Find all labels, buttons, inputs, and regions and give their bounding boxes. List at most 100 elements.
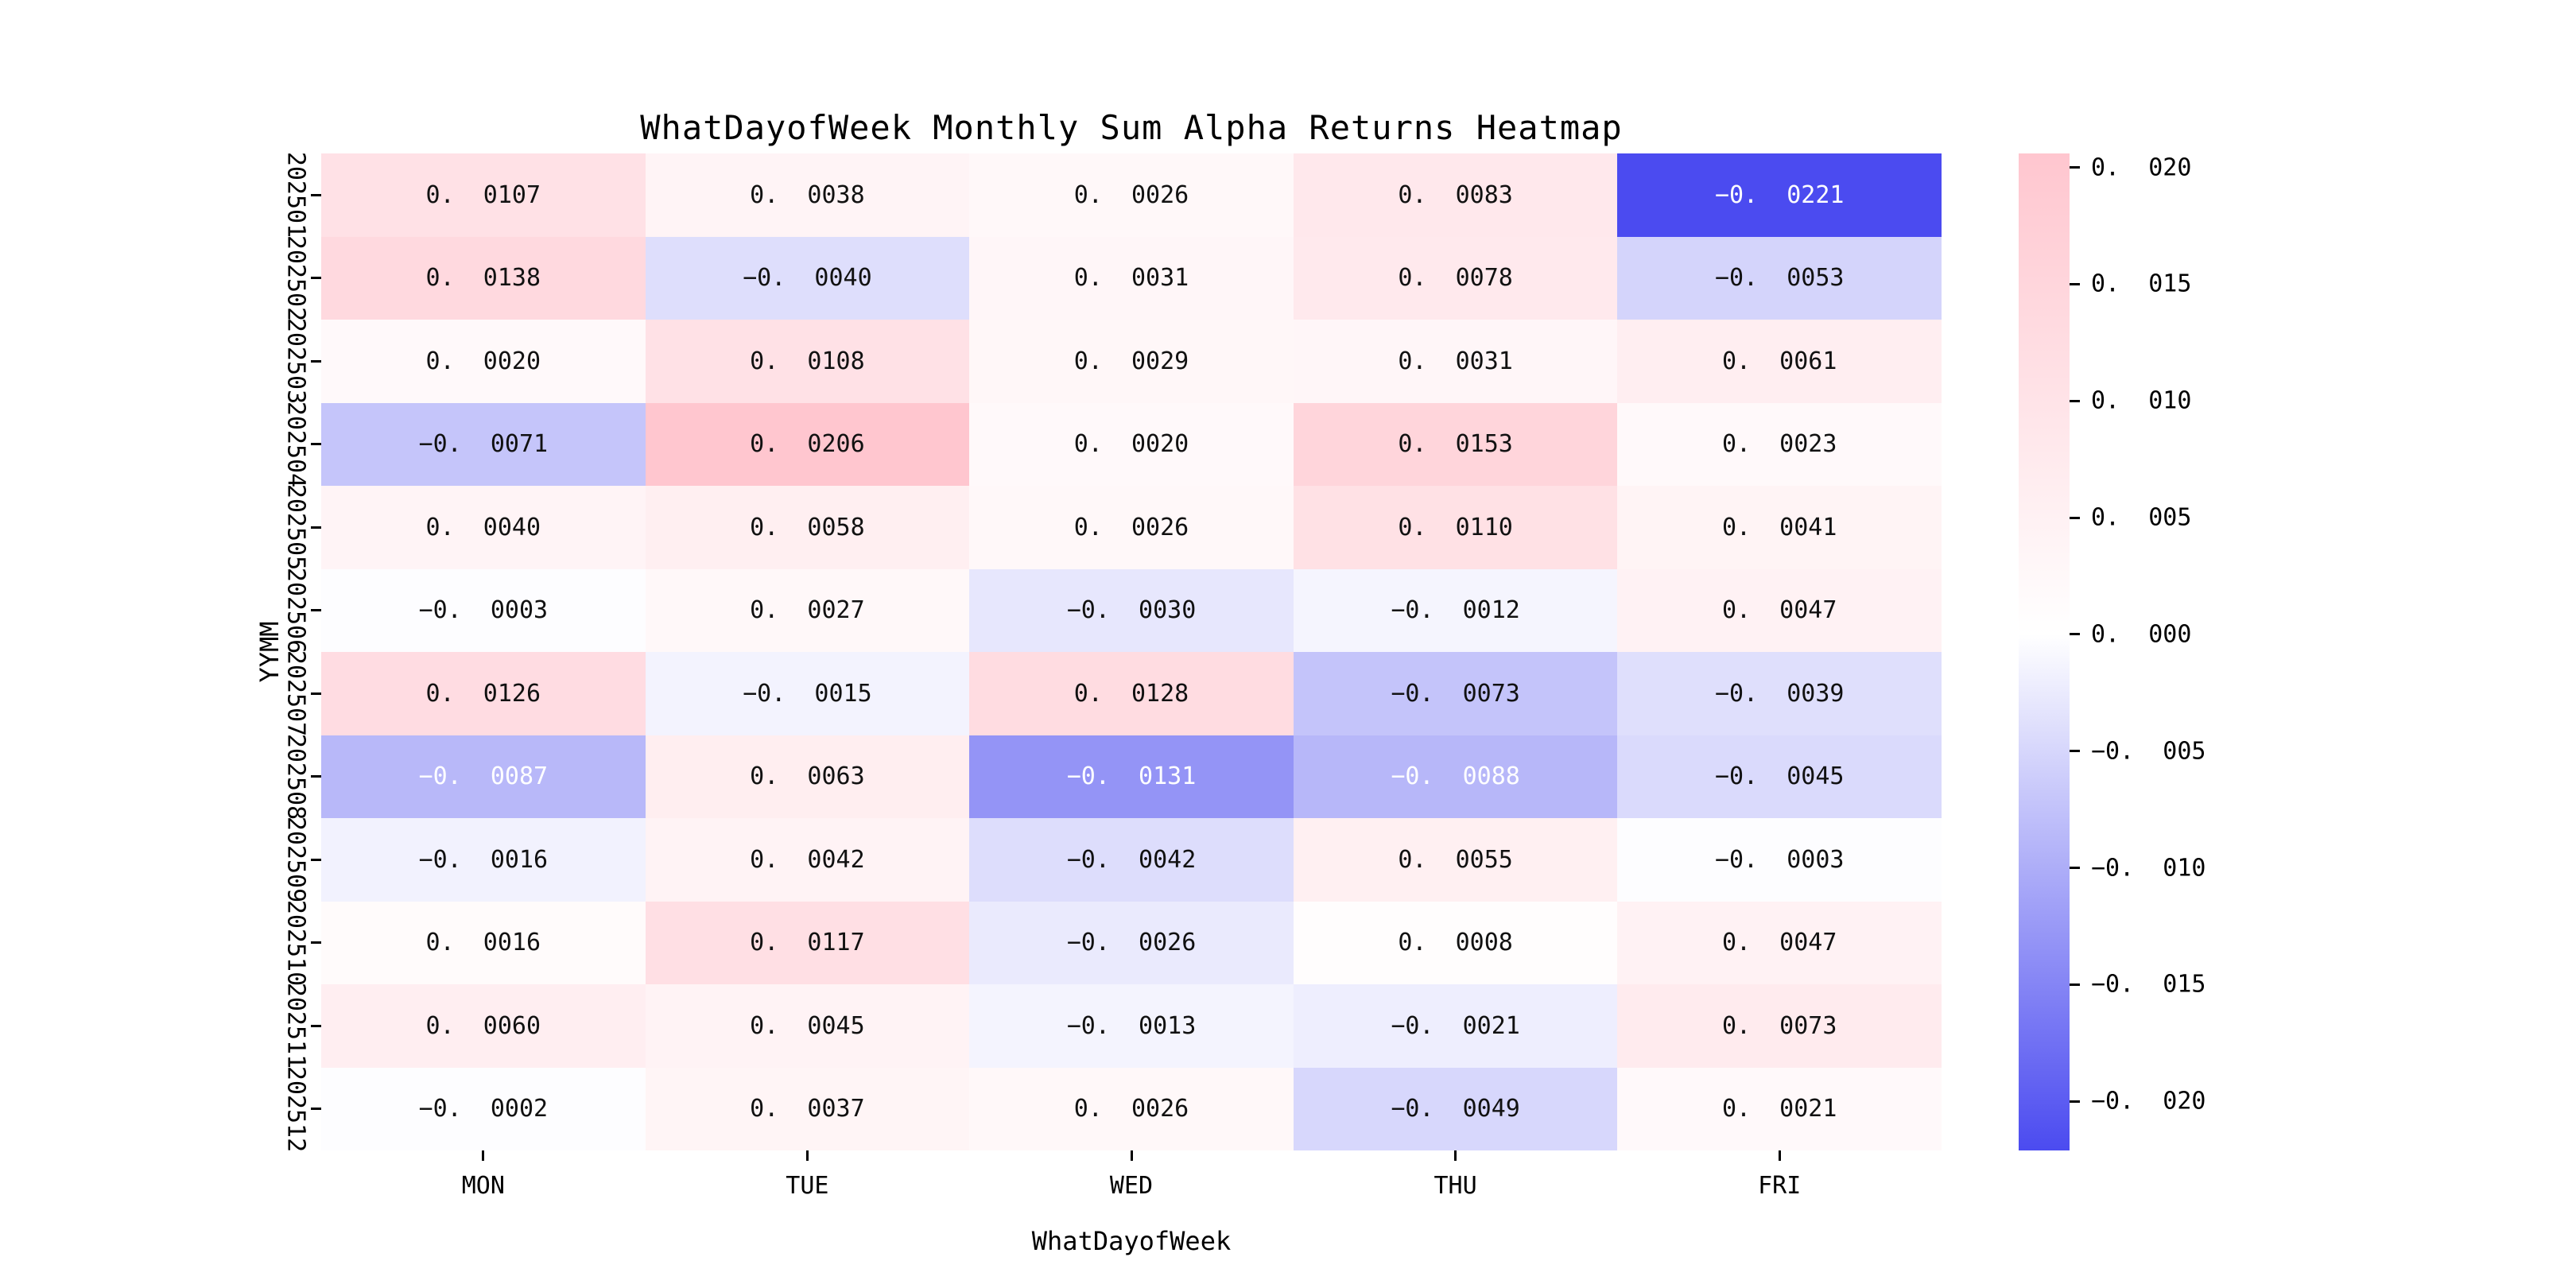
- heatmap-cell-202509-THU: 0. 0055: [1293, 818, 1618, 902]
- heatmap-cell-202509-FRI: −0. 0003: [1617, 818, 1942, 902]
- heatmap-cell-202504-TUE: 0. 0206: [645, 402, 970, 486]
- heatmap-cell-202510-TUE: 0. 0117: [645, 901, 970, 984]
- x-tick-label-THU: THU: [1433, 1172, 1477, 1200]
- heatmap-cell-202507-MON: 0. 0126: [321, 652, 646, 735]
- heatmap-cell-202506-MON: −0. 0003: [321, 568, 646, 652]
- heatmap-cell-202509-TUE: 0. 0042: [645, 818, 970, 902]
- heatmap-cell-202510-THU: 0. 0008: [1293, 901, 1618, 984]
- x-tick-label-WED: WED: [1109, 1172, 1154, 1200]
- heatmap-cell-202510-FRI: 0. 0047: [1617, 901, 1942, 984]
- colorbar-tick-mark: [2070, 399, 2080, 402]
- y-tick-mark: [311, 609, 321, 612]
- heatmap-cell-202508-THU: −0. 0088: [1293, 735, 1618, 818]
- heatmap-cell-202503-MON: 0. 0020: [321, 320, 646, 403]
- heatmap-cell-202508-WED: −0. 0131: [969, 735, 1294, 818]
- heatmap-cell-202501-MON: 0. 0107: [321, 153, 646, 237]
- heatmap-cell-202502-THU: 0. 0078: [1293, 236, 1618, 320]
- x-tick-label-TUE: TUE: [786, 1172, 829, 1200]
- y-tick-mark: [311, 941, 321, 945]
- heatmap-cell-202504-FRI: 0. 0023: [1617, 402, 1942, 486]
- heatmap-cell-202502-FRI: −0. 0053: [1617, 236, 1942, 320]
- heatmap-cell-202507-TUE: −0. 0015: [645, 652, 970, 735]
- colorbar-tick-label: 0. 000: [2091, 620, 2192, 649]
- x-tick-mark: [1130, 1150, 1133, 1161]
- colorbar-tick-mark: [2070, 516, 2080, 519]
- heatmap-cell-202504-THU: 0. 0153: [1293, 402, 1618, 486]
- heatmap-cell-202512-TUE: 0. 0037: [645, 1067, 970, 1150]
- y-tick-label-202509: 202509: [281, 817, 310, 903]
- colorbar: [2019, 153, 2070, 1150]
- colorbar-tick-mark: [2070, 867, 2080, 870]
- y-tick-mark: [311, 277, 321, 280]
- colorbar-tick-label: −0. 005: [2091, 737, 2206, 766]
- x-tick-mark: [482, 1150, 485, 1161]
- colorbar-tick-mark: [2070, 750, 2080, 753]
- heatmap-cell-202505-THU: 0. 0110: [1293, 486, 1618, 569]
- heatmap-cell-202510-WED: −0. 0026: [969, 901, 1294, 984]
- heatmap-cell-202501-WED: 0. 0026: [969, 153, 1294, 237]
- heatmap-cell-202506-THU: −0. 0012: [1293, 568, 1618, 652]
- x-tick-label-MON: MON: [461, 1172, 505, 1200]
- colorbar-tick-mark: [2070, 166, 2080, 169]
- colorbar-tick-mark: [2070, 983, 2080, 986]
- colorbar-tick-label: 0. 015: [2091, 270, 2192, 298]
- heatmap-cell-202512-WED: 0. 0026: [969, 1067, 1294, 1150]
- colorbar-tick-label: −0. 010: [2091, 854, 2206, 883]
- heatmap-cell-202510-MON: 0. 0016: [321, 901, 646, 984]
- y-tick-label-202508: 202508: [281, 733, 310, 820]
- heatmap-cell-202503-WED: 0. 0029: [969, 320, 1294, 403]
- heatmap-cell-202512-THU: −0. 0049: [1293, 1067, 1618, 1150]
- heatmap-cell-202501-FRI: −0. 0221: [1617, 153, 1942, 237]
- y-tick-mark: [311, 692, 321, 695]
- heatmap-cell-202503-THU: 0. 0031: [1293, 320, 1618, 403]
- heatmap-cell-202504-MON: −0. 0071: [321, 402, 646, 486]
- y-tick-label-202507: 202507: [281, 650, 310, 737]
- y-tick-label-202501: 202501: [281, 152, 310, 239]
- heatmap-cell-202501-TUE: 0. 0038: [645, 153, 970, 237]
- heatmap-cell-202509-WED: −0. 0042: [969, 818, 1294, 902]
- heatmap-cell-202508-FRI: −0. 0045: [1617, 735, 1942, 818]
- y-tick-label-202510: 202510: [281, 899, 310, 986]
- colorbar-tick-mark: [2070, 282, 2080, 285]
- heatmap-cell-202512-MON: −0. 0002: [321, 1067, 646, 1150]
- heatmap-cell-202511-FRI: 0. 0073: [1617, 984, 1942, 1068]
- heatmap-cell-202509-MON: −0. 0016: [321, 818, 646, 902]
- y-tick-label-202511: 202511: [281, 983, 310, 1069]
- heatmap-cell-202501-THU: 0. 0083: [1293, 153, 1618, 237]
- y-tick-mark: [311, 1108, 321, 1111]
- heatmap-cell-202511-MON: 0. 0060: [321, 984, 646, 1068]
- x-tick-mark: [1778, 1150, 1781, 1161]
- heatmap-cell-202507-FRI: −0. 0039: [1617, 652, 1942, 735]
- y-tick-mark: [311, 193, 321, 196]
- heatmap-cell-202511-THU: −0. 0021: [1293, 984, 1618, 1068]
- y-tick-mark: [311, 443, 321, 446]
- heatmap-cell-202508-MON: −0. 0087: [321, 735, 646, 818]
- x-tick-mark: [1454, 1150, 1457, 1161]
- y-tick-label-202512: 202512: [281, 1065, 310, 1152]
- y-axis-label: YYMM: [254, 621, 285, 683]
- y-tick-mark: [311, 526, 321, 529]
- colorbar-tick-label: 0. 005: [2091, 503, 2192, 532]
- heatmap-cell-202507-WED: 0. 0128: [969, 652, 1294, 735]
- colorbar-tick-mark: [2070, 1100, 2080, 1103]
- heatmap-cell-202511-WED: −0. 0013: [969, 984, 1294, 1068]
- colorbar-tick-label: −0. 020: [2091, 1087, 2206, 1115]
- colorbar-tick-label: 0. 020: [2091, 153, 2192, 182]
- x-axis-label: WhatDayofWeek: [1031, 1226, 1232, 1256]
- heatmap-cell-202503-FRI: 0. 0061: [1617, 320, 1942, 403]
- y-tick-label-202502: 202502: [281, 235, 310, 321]
- heatmap-cell-202508-TUE: 0. 0063: [645, 735, 970, 818]
- x-tick-mark: [805, 1150, 809, 1161]
- y-tick-mark: [311, 359, 321, 363]
- y-tick-mark: [311, 858, 321, 861]
- heatmap-cell-202503-TUE: 0. 0108: [645, 320, 970, 403]
- heatmap-cell-202502-MON: 0. 0138: [321, 236, 646, 320]
- y-tick-mark: [311, 775, 321, 778]
- colorbar-tick-mark: [2070, 633, 2080, 636]
- heatmap-cell-202511-TUE: 0. 0045: [645, 984, 970, 1068]
- y-tick-label-202504: 202504: [281, 401, 310, 487]
- heatmap-cell-202506-WED: −0. 0030: [969, 568, 1294, 652]
- heatmap-cell-202506-TUE: 0. 0027: [645, 568, 970, 652]
- y-tick-label-202503: 202503: [281, 318, 310, 405]
